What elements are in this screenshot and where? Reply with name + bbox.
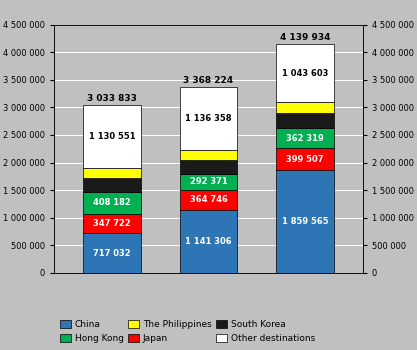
Text: 1 130 551: 1 130 551 (89, 132, 136, 141)
Text: 1 136 358: 1 136 358 (185, 114, 232, 123)
Bar (83, 168, 141, 178)
Bar (276, 44, 334, 102)
Bar (180, 174, 237, 190)
Bar (276, 102, 334, 113)
Bar (180, 150, 237, 160)
Text: 408 182: 408 182 (93, 198, 131, 208)
Bar (83, 233, 141, 273)
Bar (276, 113, 334, 128)
Text: 399 507: 399 507 (286, 155, 324, 164)
Bar (83, 178, 141, 192)
Text: 1 043 603: 1 043 603 (282, 69, 328, 78)
Text: 1 141 306: 1 141 306 (185, 237, 232, 246)
Text: 3 033 833: 3 033 833 (87, 94, 137, 103)
Text: 4 139 934: 4 139 934 (280, 33, 330, 42)
Bar (180, 160, 237, 174)
Text: 362 319: 362 319 (286, 134, 324, 143)
Bar (83, 214, 141, 233)
Text: 1 859 565: 1 859 565 (281, 217, 328, 226)
Bar (83, 105, 141, 168)
Text: 347 722: 347 722 (93, 219, 131, 228)
Bar (83, 192, 141, 214)
Bar (276, 148, 334, 170)
Bar (180, 210, 237, 273)
Text: 364 746: 364 746 (190, 195, 227, 204)
Text: 3 368 224: 3 368 224 (183, 76, 234, 85)
Text: 292 371: 292 371 (190, 177, 227, 186)
Bar (276, 128, 334, 148)
Bar (180, 87, 237, 150)
Text: 717 032: 717 032 (93, 249, 131, 258)
Legend: China, Hong Kong, The Philippines, Japan, South Korea, Other destinations: China, Hong Kong, The Philippines, Japan… (58, 317, 317, 345)
Bar (276, 170, 334, 273)
Bar (180, 190, 237, 210)
